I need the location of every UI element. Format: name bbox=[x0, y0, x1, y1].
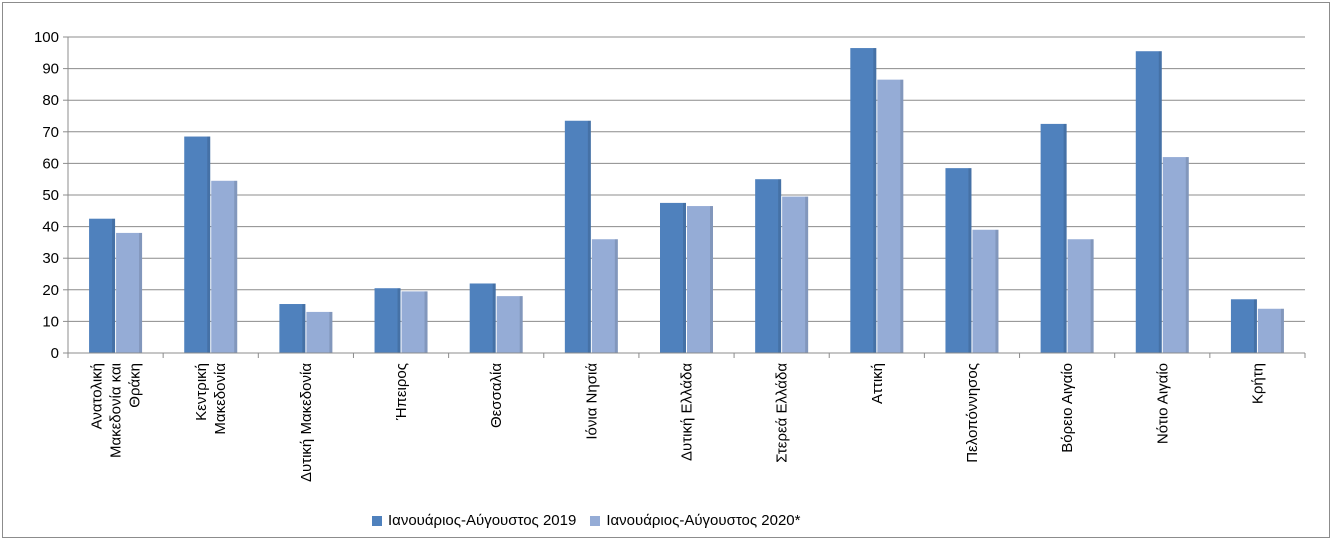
bar-2020-8 bbox=[877, 79, 904, 353]
y-tick-label: 10 bbox=[42, 313, 59, 330]
bar-shade bbox=[492, 283, 496, 353]
bar-shade bbox=[805, 196, 809, 353]
bar-shade bbox=[587, 120, 591, 354]
bar-2019-12 bbox=[1230, 299, 1257, 353]
bar-2020-1 bbox=[211, 180, 238, 353]
bar-shade bbox=[424, 291, 428, 353]
bar-shade bbox=[1063, 123, 1067, 354]
bar-shade bbox=[397, 288, 401, 353]
bar-2019-11 bbox=[1135, 51, 1162, 353]
bar-2019-4 bbox=[469, 283, 496, 353]
bar-2019-3 bbox=[374, 288, 401, 353]
bar-2019-6 bbox=[660, 202, 686, 353]
bar-shade bbox=[995, 229, 999, 353]
bar-shade bbox=[614, 239, 618, 353]
x-category-label: Νότιο Αιγαίο bbox=[1154, 363, 1171, 444]
legend-swatch-2020 bbox=[590, 515, 601, 526]
y-tick-label: 70 bbox=[42, 124, 59, 141]
bar-shade bbox=[1280, 308, 1284, 353]
bar-2020-5 bbox=[591, 239, 618, 353]
grid-layer bbox=[68, 36, 1305, 322]
x-category-label: Δυτική Ελλάδα bbox=[679, 363, 696, 461]
bar-2019-8 bbox=[850, 48, 877, 354]
bar-shade bbox=[968, 168, 972, 353]
bar-2020-11 bbox=[1162, 157, 1189, 353]
bar-2020-12 bbox=[1257, 308, 1284, 353]
bar-2019-2 bbox=[279, 304, 306, 353]
legend-item-2020: Ιανουάριος-Αύγουστος 2020* bbox=[590, 512, 801, 529]
bar-shade bbox=[683, 202, 686, 353]
bars-layer bbox=[89, 48, 1284, 354]
x-category-label: Βόρειο Αιγαίο bbox=[1059, 363, 1076, 453]
x-category-label: Αττική bbox=[869, 363, 886, 404]
y-tick-label: 30 bbox=[42, 250, 59, 267]
legend-swatch-2019 bbox=[372, 515, 382, 526]
bar-shade bbox=[900, 79, 904, 353]
y-tick-label: 40 bbox=[42, 219, 59, 236]
bar-shade bbox=[112, 218, 116, 353]
x-category-label: Θεσσαλία bbox=[488, 363, 505, 428]
bar-shade bbox=[207, 136, 211, 353]
bar-shade bbox=[519, 296, 523, 353]
bar-shade bbox=[234, 180, 238, 353]
y-tick-label: 50 bbox=[42, 187, 59, 204]
labels-layer: 0 10 20 30 40 50 60 70 80 90 100 Ανατολική Μακεδονία… bbox=[34, 29, 1266, 482]
bar-shade bbox=[1253, 299, 1257, 353]
bar-2020-3 bbox=[401, 291, 428, 353]
y-tick-label: 90 bbox=[42, 61, 59, 78]
legend-item-2019: Ιανουάριος-Αύγουστος 2019 bbox=[372, 512, 576, 529]
bar-2019-7 bbox=[755, 179, 782, 353]
bar-2020-6 bbox=[687, 206, 713, 353]
bar-2020-7 bbox=[782, 196, 809, 353]
x-category-label: Κρήτη bbox=[1249, 363, 1266, 404]
bar-shade bbox=[1090, 239, 1094, 353]
legend-label-2020: Ιανουάριος-Αύγουστος 2020* bbox=[606, 512, 801, 529]
bar-2020-2 bbox=[306, 311, 333, 353]
bar-2019-10 bbox=[1040, 123, 1067, 354]
legend: Ιανουάριος-Αύγουστος 2019 Ιανουάριος-Αύγ… bbox=[372, 512, 815, 529]
x-category-label: Ανατολική Μακεδονία και Θράκη bbox=[89, 363, 144, 458]
bar-2019-5 bbox=[564, 120, 591, 354]
x-category-label: Κεντρική Μακεδονία bbox=[193, 363, 229, 435]
bar-2019-1 bbox=[184, 136, 211, 353]
bar-shade bbox=[139, 232, 143, 353]
bar-shade bbox=[329, 311, 333, 353]
x-category-label: Δυτική Μακεδονία bbox=[298, 363, 315, 482]
bar-2019-0 bbox=[89, 218, 116, 353]
bar-2020-9 bbox=[972, 229, 999, 353]
bar-2020-4 bbox=[496, 296, 523, 353]
x-category-label: Ήπειρος bbox=[393, 363, 410, 421]
y-tick-label: 60 bbox=[42, 155, 59, 172]
x-category-label: Στερεά Ελλάδα bbox=[774, 363, 791, 463]
bar-shade bbox=[710, 206, 713, 353]
bar-shade bbox=[302, 304, 306, 353]
bar-2020-10 bbox=[1067, 239, 1094, 353]
bar-shade bbox=[873, 48, 877, 354]
bar-2019-9 bbox=[945, 168, 972, 353]
bar-shade bbox=[778, 179, 782, 353]
y-tick-label: 80 bbox=[42, 92, 59, 109]
bar-shade bbox=[1185, 157, 1189, 353]
bar-shade bbox=[1158, 51, 1162, 353]
legend-label-2019: Ιανουάριος-Αύγουστος 2019 bbox=[388, 512, 577, 529]
y-tick-label: 20 bbox=[42, 282, 59, 299]
y-tick-label: 0 bbox=[51, 345, 59, 362]
axis-layer bbox=[63, 36, 1306, 358]
x-category-label: Ιόνια Νησιά bbox=[583, 363, 600, 440]
bar-2020-0 bbox=[116, 232, 143, 353]
y-tick-label: 100 bbox=[34, 29, 59, 46]
x-category-label: Πελοπόννησος bbox=[964, 363, 981, 463]
